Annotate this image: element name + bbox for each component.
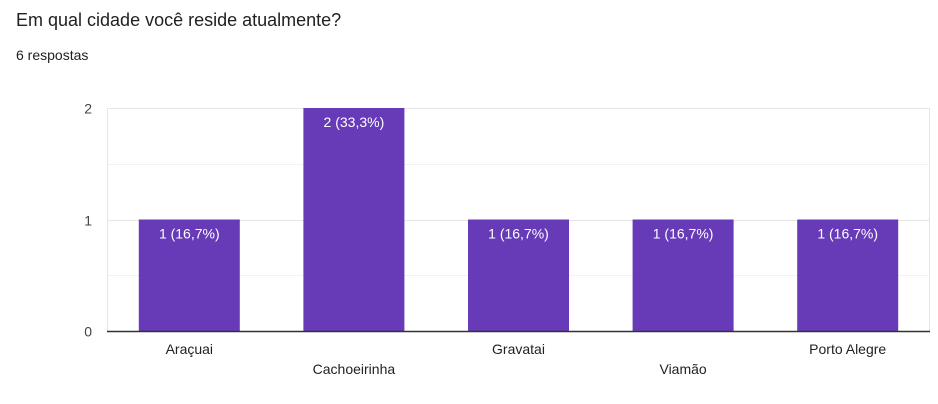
bar [138,219,240,331]
response-count: 6 respostas [16,47,89,63]
x-category-label: Cachoeirinha [313,361,396,377]
bar [797,219,899,331]
labels: 0 1 2 1 (16,7%) Araçuai 2 (33,3%) Cachoeirinha… [84,101,930,377]
bar-data-label: 1 (16,7%) [159,226,220,242]
bar [468,219,569,331]
x-category-label: Araçuai [166,341,213,357]
bar-data-label: 1 (16,7%) [817,226,878,242]
bars [138,108,899,331]
x-category-label: Gravatai [492,341,545,357]
bar [632,219,734,331]
bar-data-label: 1 (16,7%) [488,226,549,242]
question-title: Em qual cidade você reside atualmente? [16,10,342,30]
y-tick-label: 0 [84,324,92,340]
y-tick-label: 1 [84,213,92,229]
bar-data-label: 2 (33,3%) [324,114,385,130]
x-category-label: Viamão [659,361,706,377]
bar-data-label: 1 (16,7%) [653,226,714,242]
bar [303,108,405,331]
x-category-label: Porto Alegre [809,341,886,357]
y-tick-label: 2 [84,101,92,117]
